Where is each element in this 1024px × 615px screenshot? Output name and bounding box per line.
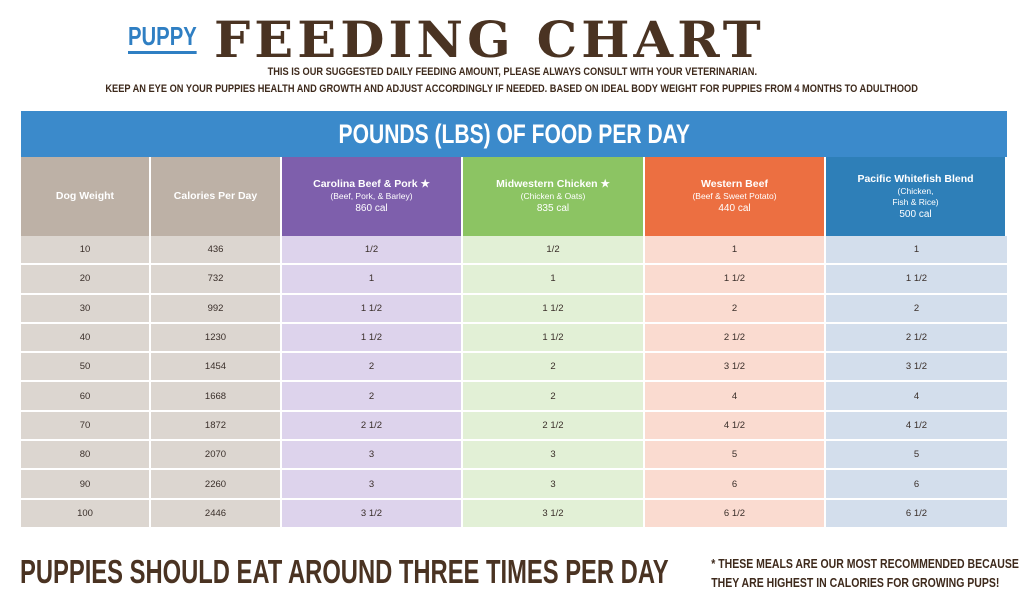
cell-western: 1 1/2 [645,265,826,295]
cell-pacific: 5 [826,441,1007,471]
cell-calories: 1668 [151,382,282,412]
cell-midwestern: 3 [463,470,645,500]
cell-western: 6 [645,470,826,500]
cell-western: 4 [645,382,826,412]
cell-pacific: 1 [826,236,1007,266]
cell-midwestern: 2 [463,353,645,383]
cell-calories: 2070 [151,441,282,471]
cell-carolina: 1 1/2 [282,294,463,324]
cell-western: 2 [645,294,826,324]
header-western-beef: Western Beef (Beef & Sweet Potato) 440 c… [645,157,826,236]
feeding-table: Dog Weight Calories Per Day Carolina Bee… [21,157,1007,529]
cell-carolina: 3 1/2 [282,499,463,529]
cell-midwestern: 1/2 [463,236,645,266]
cell-calories: 1872 [151,411,282,442]
cell-dog-weight: 70 [21,411,151,442]
subtitle-line-2: KEEP AN EYE ON YOUR PUPPIES HEALTH AND G… [105,83,919,95]
puppy-label: PUPPY [128,22,197,54]
cell-calories: 992 [151,294,282,324]
cell-midwestern: 2 [463,382,645,412]
cell-pacific: 4 [826,382,1007,412]
recommendation-footnote: * THESE MEALS ARE OUR MOST RECOMMENDED B… [711,557,1019,590]
cell-midwestern: 1 1/2 [463,323,645,354]
header-midwestern-chicken: Midwestern Chicken ★ (Chicken & Oats) 83… [463,157,645,236]
cell-calories: 732 [151,265,282,295]
cell-calories: 436 [151,236,282,266]
page-title: FEEDING CHART [214,10,765,69]
title-row: PUPPY FEEDING CHART [0,10,1024,69]
cell-midwestern: 3 [463,441,645,471]
cell-midwestern: 1 [463,265,645,295]
cell-calories: 2446 [151,499,282,529]
cell-midwestern: 3 1/2 [463,499,645,529]
cell-dog-weight: 90 [21,470,151,500]
cell-dog-weight: 40 [21,323,151,354]
cell-dog-weight: 60 [21,382,151,412]
cell-carolina: 3 [282,470,463,500]
table-banner: POUNDS (LBS) OF FOOD PER DAY [21,111,1007,157]
header-carolina-beef-pork: Carolina Beef & Pork ★ (Beef, Pork, & Ba… [282,157,463,236]
cell-pacific: 2 1/2 [826,323,1007,354]
cell-calories: 1454 [151,353,282,383]
header-dog-weight: Dog Weight [21,157,151,236]
cell-carolina: 2 [282,382,463,412]
cell-carolina: 1 [282,265,463,295]
cell-dog-weight: 50 [21,353,151,383]
cell-western: 2 1/2 [645,323,826,354]
cell-western: 6 1/2 [645,499,826,529]
cell-western: 3 1/2 [645,353,826,383]
subtitle-line-1: THIS IS OUR SUGGESTED DAILY FEEDING AMOU… [267,66,757,78]
footer-message: PUPPIES SHOULD EAT AROUND THREE TIMES PE… [20,553,669,590]
cell-pacific: 4 1/2 [826,411,1007,442]
cell-western: 1 [645,236,826,266]
header-pacific-whitefish: Pacific Whitefish Blend (Chicken, Fish &… [826,157,1007,236]
cell-calories: 2260 [151,470,282,500]
cell-midwestern: 2 1/2 [463,411,645,442]
cell-midwestern: 1 1/2 [463,294,645,324]
cell-pacific: 6 [826,470,1007,500]
cell-carolina: 3 [282,441,463,471]
cell-dog-weight: 100 [21,499,151,529]
cell-carolina: 1/2 [282,236,463,266]
cell-dog-weight: 10 [21,236,151,266]
cell-pacific: 2 [826,294,1007,324]
cell-pacific: 6 1/2 [826,499,1007,529]
cell-dog-weight: 20 [21,265,151,295]
cell-dog-weight: 80 [21,441,151,471]
cell-western: 5 [645,441,826,471]
cell-pacific: 1 1/2 [826,265,1007,295]
cell-pacific: 3 1/2 [826,353,1007,383]
cell-calories: 1230 [151,323,282,354]
cell-carolina: 1 1/2 [282,323,463,354]
cell-carolina: 2 [282,353,463,383]
cell-dog-weight: 30 [21,294,151,324]
cell-western: 4 1/2 [645,411,826,442]
header-calories: Calories Per Day [151,157,282,236]
cell-carolina: 2 1/2 [282,411,463,442]
